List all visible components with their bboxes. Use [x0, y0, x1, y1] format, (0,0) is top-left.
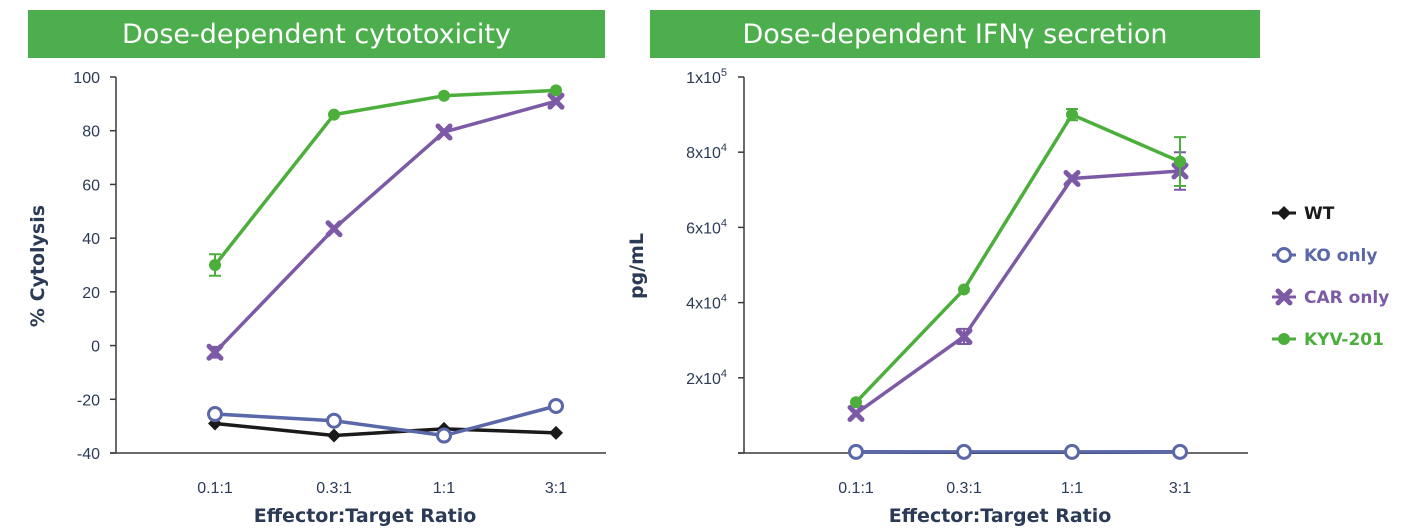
- series-line: [214, 421, 557, 438]
- data-point: [1174, 155, 1186, 168]
- x-tick-label: 1:1: [433, 480, 455, 497]
- data-point: [206, 343, 224, 361]
- data-point: [209, 259, 221, 271]
- data-point: [207, 406, 223, 423]
- series-line: [854, 169, 1181, 415]
- legend-item: WT: [1272, 204, 1335, 224]
- y-tick-label: 8x104: [686, 142, 727, 162]
- y-tick-base: 6x10: [686, 220, 721, 237]
- legend-item: KYV-201: [1272, 330, 1384, 350]
- y-tick-exponent: 4: [721, 217, 727, 229]
- series-kyv-201: [209, 84, 562, 277]
- data-point: [325, 220, 343, 238]
- y-tick-label: 2x104: [686, 368, 727, 388]
- chart-title-ifng: Dose-dependent IFNγ secretion: [650, 10, 1260, 58]
- data-point: [548, 398, 564, 414]
- data-point: [1064, 443, 1080, 460]
- series-wt: [208, 416, 563, 443]
- y-tick-label: 20: [82, 285, 100, 302]
- data-point: [435, 123, 453, 141]
- y-tick-label: 40: [82, 231, 100, 248]
- data-point: [550, 84, 562, 97]
- series-ko-only: [848, 443, 1188, 460]
- data-point: [547, 92, 565, 110]
- y-tick-label: 6x104: [686, 217, 727, 237]
- x-tick-label: 0.3:1: [316, 480, 352, 497]
- data-point: [328, 108, 340, 121]
- series-ko-only: [207, 398, 564, 444]
- y-tick-exponent: 5: [721, 67, 727, 79]
- x-tick-label: 1:1: [1061, 480, 1083, 497]
- series-car-only: [847, 151, 1189, 423]
- data-point: [436, 427, 452, 444]
- y-tick-exponent: 4: [721, 142, 727, 154]
- y-tick-base: 4x10: [686, 296, 721, 313]
- y-tick-label: 80: [82, 124, 100, 141]
- data-point: [847, 405, 865, 423]
- legend-marker: [1278, 333, 1290, 345]
- series-line: [213, 99, 557, 354]
- y-tick-exponent: 4: [721, 368, 727, 380]
- legend-label: WT: [1304, 204, 1335, 224]
- legend-item: KO only: [1272, 246, 1377, 266]
- series-line: [854, 112, 1181, 404]
- series-car-only: [206, 92, 565, 361]
- data-point: [958, 283, 970, 296]
- legend: WT KO only CAR only KYV-201: [1272, 204, 1389, 350]
- y-tick-base: 1x10: [686, 70, 721, 87]
- y-tick-label: -20: [77, 392, 100, 409]
- legend-item: CAR only: [1272, 288, 1389, 308]
- legend-label: KO only: [1304, 246, 1377, 266]
- y-axis-title: pg/mL: [626, 233, 648, 299]
- y-tick-exponent: 4: [721, 293, 727, 305]
- data-point: [438, 89, 450, 102]
- data-point: [850, 396, 862, 409]
- x-axis-title: Effector:Target Ratio: [254, 505, 477, 527]
- x-tick-label: 0.1:1: [838, 480, 874, 497]
- data-point: [1172, 443, 1188, 460]
- x-axis-title: Effector:Target Ratio: [889, 505, 1112, 527]
- y-tick-label: 0: [91, 339, 100, 356]
- y-tick-label: 100: [73, 70, 100, 87]
- legend-label: CAR only: [1304, 288, 1389, 308]
- x-tick-label: 3:1: [545, 480, 567, 497]
- data-point: [327, 428, 341, 443]
- y-tick-base: 2x10: [686, 371, 721, 388]
- chart-title-cytotoxicity: Dose-dependent cytotoxicity: [28, 10, 605, 58]
- y-tick-base: 8x10: [686, 145, 721, 162]
- legend-marker: [1277, 206, 1291, 220]
- legend-label: KYV-201: [1304, 330, 1384, 350]
- data-point: [955, 327, 973, 345]
- legend-marker: [1275, 288, 1293, 306]
- series-kyv-201: [850, 107, 1186, 409]
- data-point: [1063, 170, 1081, 188]
- data-point: [549, 425, 563, 440]
- x-tick-label: 0.3:1: [946, 480, 982, 497]
- data-point: [326, 412, 342, 429]
- data-point: [956, 443, 972, 460]
- data-point: [1066, 108, 1078, 121]
- series-line: [213, 88, 557, 267]
- x-tick-label: 0.1:1: [197, 480, 233, 497]
- y-tick-label: 60: [82, 177, 100, 194]
- x-tick-label: 3:1: [1169, 480, 1191, 497]
- y-axis-title: % Cytolysis: [27, 205, 49, 327]
- data-point: [848, 443, 864, 460]
- legend-marker: [1276, 247, 1292, 263]
- series-line: [214, 404, 557, 438]
- y-tick-label: 4x104: [686, 293, 727, 313]
- y-tick-label: -40: [77, 446, 100, 463]
- y-tick-label: 1x105: [686, 67, 727, 87]
